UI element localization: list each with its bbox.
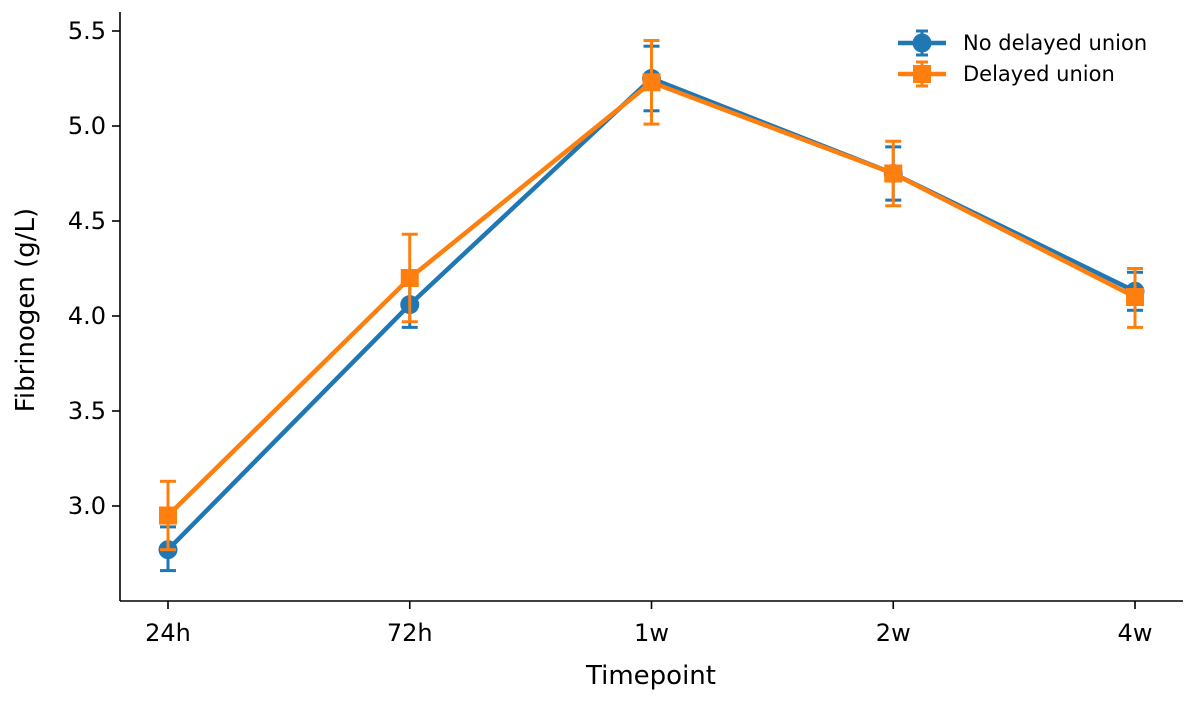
plot-area bbox=[158, 39, 1145, 573]
series-line bbox=[166, 80, 1137, 518]
legend-entry: Delayed union bbox=[898, 60, 1115, 88]
series-2 bbox=[159, 39, 1144, 552]
x-tick-label: 4w bbox=[1118, 619, 1153, 647]
legend: No delayed union Delayed union bbox=[898, 29, 1147, 88]
data-point bbox=[400, 269, 419, 287]
y-tick-label: 3.0 bbox=[68, 492, 106, 520]
data-point bbox=[642, 73, 661, 92]
x-axis-title: Timepoint bbox=[585, 661, 716, 691]
data-point bbox=[884, 164, 903, 183]
x-tick-label: 72h bbox=[387, 619, 433, 647]
y-tick-label: 4.0 bbox=[68, 302, 106, 330]
y-tick-label: 4.5 bbox=[68, 207, 106, 235]
y-tick-label: 5.5 bbox=[68, 17, 106, 45]
x-tick-label: 24h bbox=[145, 619, 191, 647]
x-axis-ticks: 24h 72h 1w 2w 4w bbox=[145, 601, 1152, 647]
legend-marker bbox=[913, 65, 931, 83]
data-point bbox=[159, 506, 177, 525]
x-tick-label: 2w bbox=[876, 619, 911, 647]
x-tick-label: 1w bbox=[634, 619, 669, 647]
legend-label: No delayed union bbox=[963, 31, 1147, 55]
y-tick-label: 5.0 bbox=[68, 112, 106, 140]
data-point bbox=[1126, 288, 1144, 306]
y-axis-title: Fibrinogen (g/L) bbox=[11, 208, 41, 412]
legend-marker bbox=[912, 33, 932, 53]
series-line bbox=[166, 76, 1136, 552]
y-tick-label: 3.5 bbox=[68, 397, 106, 425]
legend-entry: No delayed union bbox=[898, 29, 1147, 57]
legend-label: Delayed union bbox=[963, 62, 1115, 86]
y-axis-ticks: 3.0 3.5 4.0 4.5 5.0 5.5 bbox=[68, 17, 120, 520]
